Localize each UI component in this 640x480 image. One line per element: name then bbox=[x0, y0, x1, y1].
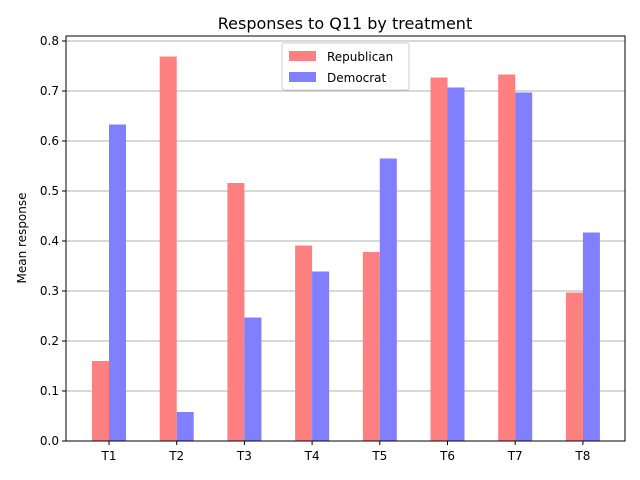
bar-republican-t2 bbox=[159, 56, 177, 441]
bar-republican-t4 bbox=[295, 245, 313, 441]
x-tick-label-t6: T6 bbox=[439, 449, 455, 463]
y-tick-label: 0.6 bbox=[40, 134, 59, 148]
legend-label-democrat: Democrat bbox=[327, 71, 387, 85]
y-tick-label: 0.2 bbox=[40, 334, 59, 348]
y-tick-label: 0.5 bbox=[40, 184, 59, 198]
x-tick-label-t4: T4 bbox=[304, 449, 320, 463]
bar-democrat-t2 bbox=[176, 412, 194, 441]
x-tick-label-t3: T3 bbox=[236, 449, 252, 463]
x-tick-label-t2: T2 bbox=[168, 449, 184, 463]
bar-republican-t5 bbox=[362, 252, 380, 441]
legend-swatch-republican bbox=[289, 51, 316, 61]
y-tick-label: 0.1 bbox=[40, 384, 59, 398]
y-tick-label: 0.0 bbox=[40, 434, 59, 448]
y-tick-label: 0.3 bbox=[40, 284, 59, 298]
bar-republican-t3 bbox=[227, 183, 245, 441]
gridlines bbox=[66, 40, 625, 392]
bar-republican-t7 bbox=[498, 74, 516, 441]
y-tick-label: 0.7 bbox=[40, 84, 59, 98]
bar-democrat-t5 bbox=[379, 158, 397, 441]
bar-democrat-t1 bbox=[109, 124, 126, 441]
bar-democrat-t7 bbox=[515, 92, 533, 441]
chart-title: Responses to Q11 by treatment bbox=[218, 14, 472, 33]
bar-democrat-t8 bbox=[582, 232, 600, 441]
legend-swatch-democrat bbox=[289, 72, 316, 82]
bar-republican-t8 bbox=[565, 292, 583, 441]
x-tick-label-t7: T7 bbox=[507, 449, 523, 463]
bar-republican-t1 bbox=[92, 361, 109, 441]
x-tick-label-t1: T1 bbox=[101, 449, 117, 463]
y-tick-label: 0.4 bbox=[40, 234, 59, 248]
x-axis-ticks: T1 T2 T3 T4 T5 T6 T7 T8 bbox=[101, 441, 590, 463]
legend: Republican Democrat bbox=[281, 42, 410, 91]
y-axis-ticks: 0.0 0.1 0.2 0.3 0.4 0.5 0.6 0.7 0.8 bbox=[40, 34, 66, 448]
plot-frame bbox=[65, 35, 626, 442]
bar-republican-t6 bbox=[430, 77, 448, 441]
x-tick-label-t5: T5 bbox=[371, 449, 387, 463]
y-axis-label: Mean response bbox=[15, 192, 29, 283]
bar-democrat-t3 bbox=[244, 317, 262, 441]
bar-democrat-t6 bbox=[447, 87, 465, 441]
bar-democrat-t4 bbox=[312, 271, 330, 441]
bars bbox=[92, 56, 600, 441]
legend-label-republican: Republican bbox=[327, 50, 393, 64]
y-tick-label: 0.8 bbox=[40, 34, 59, 48]
x-tick-label-t8: T8 bbox=[574, 449, 590, 463]
